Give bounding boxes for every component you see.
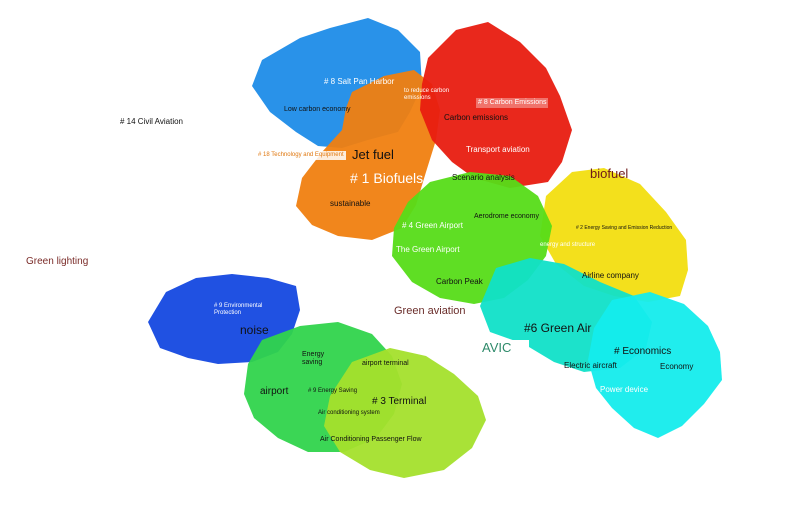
label-carbon-peak: Carbon Peak bbox=[436, 277, 483, 286]
label-green-aviation: Green aviation bbox=[394, 305, 466, 317]
label-carbon-emissions-cluster: # 8 Carbon Emissions bbox=[476, 98, 549, 108]
label-salt-pan-harbor: # 8 Salt Pan Harbor bbox=[324, 77, 395, 86]
label-technology-equipment: # 18 Technology and Equipment bbox=[256, 151, 346, 160]
label-noise: noise bbox=[240, 323, 269, 337]
label-civil-aviation: # 14 Civil Aviation bbox=[120, 117, 183, 126]
label-economy: Economy bbox=[660, 362, 694, 371]
label-jet-fuel: Jet fuel bbox=[352, 147, 394, 162]
label-biofuel: biofuel bbox=[590, 166, 629, 181]
label-transport-aviation: Transport aviation bbox=[466, 145, 530, 154]
label-energy-saving-word: Energy saving bbox=[302, 351, 325, 366]
label-scenario-analysis: Scenario analysis bbox=[452, 173, 515, 182]
label-airport-terminal: airport terminal bbox=[362, 360, 409, 367]
label-green-lighting: Green lighting bbox=[26, 256, 89, 267]
label-green-air-cluster: #6 Green Air bbox=[524, 321, 592, 335]
label-environmental-protection: # 9 Environmental Protection bbox=[214, 303, 263, 316]
label-terminal-cluster: # 3 Terminal bbox=[372, 396, 427, 407]
label-biofuels-cluster: # 1 Biofuels bbox=[350, 170, 424, 186]
cluster-terminal bbox=[324, 348, 486, 478]
label-green-airport-cluster: # 4 Green Airport bbox=[402, 221, 463, 230]
label-power-device: Power device bbox=[600, 385, 649, 394]
cluster-biofuels bbox=[296, 70, 440, 240]
label-energy-saving-cluster: # 2 Energy Saving and Emission Reduction bbox=[576, 225, 673, 231]
cluster-economics bbox=[588, 292, 722, 438]
label-airport: airport bbox=[260, 386, 289, 397]
cluster-energy-saving bbox=[540, 168, 688, 302]
label-avic: AVIC bbox=[478, 340, 530, 357]
label-low-carbon-economy: Low carbon economy bbox=[284, 106, 351, 113]
label-reduce-carbon: to reduce carbon emissions bbox=[404, 88, 450, 101]
label-the-green-airport: The Green Airport bbox=[396, 245, 460, 254]
label-economics-cluster: # Economics bbox=[614, 346, 672, 357]
label-sustainable: sustainable bbox=[330, 199, 371, 208]
label-air-conditioning-system: Air conditioning system bbox=[318, 410, 380, 416]
label-energy-overlap: energy and structure bbox=[540, 242, 596, 248]
label-air-conditioning-flow: Air Conditioning Passenger Flow bbox=[320, 436, 422, 443]
label-aerodrome-economy: Aerodrome economy bbox=[474, 213, 539, 220]
label-energy-saving-small: # 9 Energy Saving bbox=[308, 388, 358, 394]
cluster-carbon-emissions bbox=[420, 22, 572, 188]
label-airline-company: Airline company bbox=[582, 271, 639, 280]
label-electric-aircraft: Electric aircraft bbox=[564, 361, 617, 370]
label-carbon-emissions: Carbon emissions bbox=[444, 113, 509, 122]
